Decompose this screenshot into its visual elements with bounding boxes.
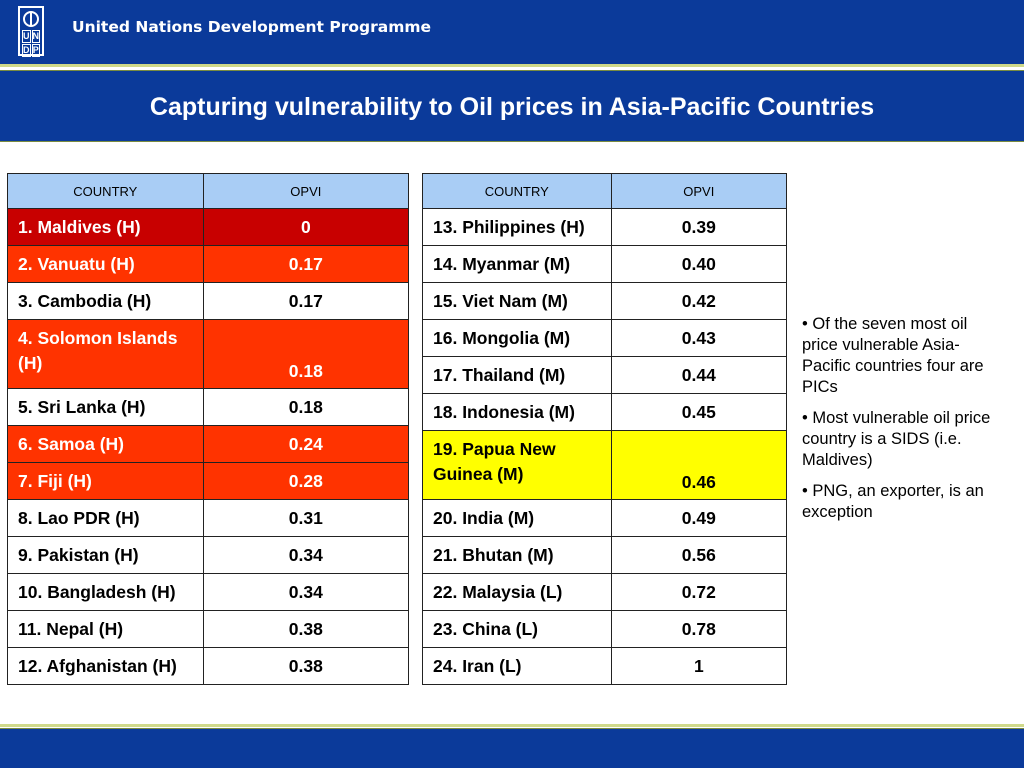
country-cell: 6. Samoa (H) xyxy=(7,425,204,463)
opvi-cell: 0.18 xyxy=(202,388,410,426)
divider-line xyxy=(0,64,1024,67)
column-header-opvi: OPVI xyxy=(610,173,788,209)
table-row: 21. Bhutan (M) 0.56 xyxy=(422,536,788,574)
table-header-row: COUNTRY OPVI xyxy=(7,173,410,209)
country-cell: 3. Cambodia (H) xyxy=(7,282,204,320)
opvi-cell: 0.17 xyxy=(202,245,410,283)
opvi-cell: 0.46 xyxy=(610,430,788,500)
table-row: 22. Malaysia (L) 0.72 xyxy=(422,573,788,611)
table-row: 18. Indonesia (M) 0.45 xyxy=(422,393,788,431)
notes-list: • Of the seven most oil price vulnerable… xyxy=(802,314,1002,533)
country-cell: 11. Nepal (H) xyxy=(7,610,204,648)
table-row: 2. Vanuatu (H) 0.17 xyxy=(7,245,410,283)
table-row: 3. Cambodia (H) 0.17 xyxy=(7,282,410,320)
table-row: 5. Sri Lanka (H) 0.18 xyxy=(7,388,410,426)
column-header-country: COUNTRY xyxy=(422,173,612,209)
country-cell: 17. Thailand (M) xyxy=(422,356,612,394)
table-row: 8. Lao PDR (H) 0.31 xyxy=(7,499,410,537)
table-row: 10. Bangladesh (H) 0.34 xyxy=(7,573,410,611)
opvi-cell: 0.45 xyxy=(610,393,788,431)
slide-title: Capturing vulnerability to Oil prices in… xyxy=(149,93,875,121)
country-cell: 12. Afghanistan (H) xyxy=(7,647,204,685)
country-cell: 15. Viet Nam (M) xyxy=(422,282,612,320)
opvi-table-right: COUNTRY OPVI 13. Philippines (H) 0.39 14. … xyxy=(422,173,788,685)
undp-logo: U N D P xyxy=(18,6,44,57)
table-row: 4. Solomon Islands (H) 0.18 xyxy=(7,319,410,389)
opvi-cell: 0 xyxy=(202,208,410,246)
note-item: • Most vulnerable oil price country is a… xyxy=(802,409,991,469)
opvi-cell: 0.34 xyxy=(202,573,410,611)
table-row: 6. Samoa (H) 0.24 xyxy=(7,425,410,463)
table-row: 15. Viet Nam (M) 0.42 xyxy=(422,282,788,320)
logo-letter: N xyxy=(31,30,40,43)
opvi-cell: 0.40 xyxy=(610,245,788,283)
table-row: 14. Myanmar (M) 0.40 xyxy=(422,245,788,283)
table-row: 19. Papua New Guinea (M) 0.46 xyxy=(422,430,788,500)
country-cell: 1. Maldives (H) xyxy=(7,208,204,246)
country-cell: 24. Iran (L) xyxy=(422,647,612,685)
table-row: 20. India (M) 0.49 xyxy=(422,499,788,537)
opvi-cell: 0.31 xyxy=(202,499,410,537)
note-item: • Of the seven most oil price vulnerable… xyxy=(802,315,984,396)
header-bar: U N D P United Nations Development Progr… xyxy=(0,0,1024,64)
opvi-cell: 0.38 xyxy=(202,647,410,685)
divider-line xyxy=(0,724,1024,727)
opvi-cell: 0.39 xyxy=(610,208,788,246)
opvi-table-left: COUNTRY OPVI 1. Maldives (H) 0 2. Vanuatu … xyxy=(7,173,410,685)
footer-bar xyxy=(0,728,1024,768)
column-header-country: COUNTRY xyxy=(7,173,204,209)
country-cell: 14. Myanmar (M) xyxy=(422,245,612,283)
column-header-opvi: OPVI xyxy=(202,173,410,209)
note-item: • PNG, an exporter, is an exception xyxy=(802,482,984,521)
opvi-cell: 1 xyxy=(610,647,788,685)
country-cell: 22. Malaysia (L) xyxy=(422,573,612,611)
country-cell: 9. Pakistan (H) xyxy=(7,536,204,574)
table-row: 13. Philippines (H) 0.39 xyxy=(422,208,788,246)
opvi-cell: 0.72 xyxy=(610,573,788,611)
table-row: 23. China (L) 0.78 xyxy=(422,610,788,648)
table-row: 7. Fiji (H) 0.28 xyxy=(7,462,410,500)
table-row: 24. Iran (L) 1 xyxy=(422,647,788,685)
table-row: 12. Afghanistan (H) 0.38 xyxy=(7,647,410,685)
logo-letter: P xyxy=(31,44,40,57)
opvi-cell: 0.78 xyxy=(610,610,788,648)
country-cell: 19. Papua New Guinea (M) xyxy=(422,430,612,500)
table-row: 16. Mongolia (M) 0.43 xyxy=(422,319,788,357)
opvi-cell: 0.28 xyxy=(202,462,410,500)
un-emblem-icon xyxy=(23,11,39,27)
opvi-cell: 0.38 xyxy=(202,610,410,648)
opvi-cell: 0.24 xyxy=(202,425,410,463)
opvi-cell: 0.56 xyxy=(610,536,788,574)
country-cell: 5. Sri Lanka (H) xyxy=(7,388,204,426)
country-cell: 23. China (L) xyxy=(422,610,612,648)
opvi-cell: 0.17 xyxy=(202,282,410,320)
opvi-cell: 0.49 xyxy=(610,499,788,537)
country-cell: 20. India (M) xyxy=(422,499,612,537)
logo-letter: U xyxy=(22,30,31,43)
opvi-cell: 0.44 xyxy=(610,356,788,394)
country-cell: 21. Bhutan (M) xyxy=(422,536,612,574)
table-header-row: COUNTRY OPVI xyxy=(422,173,788,209)
country-cell: 16. Mongolia (M) xyxy=(422,319,612,357)
opvi-cell: 0.43 xyxy=(610,319,788,357)
opvi-cell: 0.42 xyxy=(610,282,788,320)
logo-letter: D xyxy=(22,44,31,57)
country-cell: 2. Vanuatu (H) xyxy=(7,245,204,283)
country-cell: 13. Philippines (H) xyxy=(422,208,612,246)
title-bar: Capturing vulnerability to Oil prices in… xyxy=(0,70,1024,142)
opvi-cell: 0.34 xyxy=(202,536,410,574)
country-cell: 8. Lao PDR (H) xyxy=(7,499,204,537)
org-name: United Nations Development Programme xyxy=(72,18,432,36)
logo-letters: U N D P xyxy=(22,30,40,57)
table-row: 1. Maldives (H) 0 xyxy=(7,208,410,246)
table-row: 17. Thailand (M) 0.44 xyxy=(422,356,788,394)
country-cell: 4. Solomon Islands (H) xyxy=(7,319,204,389)
country-cell: 18. Indonesia (M) xyxy=(422,393,612,431)
country-cell: 7. Fiji (H) xyxy=(7,462,204,500)
opvi-cell: 0.18 xyxy=(202,319,410,389)
table-row: 9. Pakistan (H) 0.34 xyxy=(7,536,410,574)
country-cell: 10. Bangladesh (H) xyxy=(7,573,204,611)
table-row: 11. Nepal (H) 0.38 xyxy=(7,610,410,648)
